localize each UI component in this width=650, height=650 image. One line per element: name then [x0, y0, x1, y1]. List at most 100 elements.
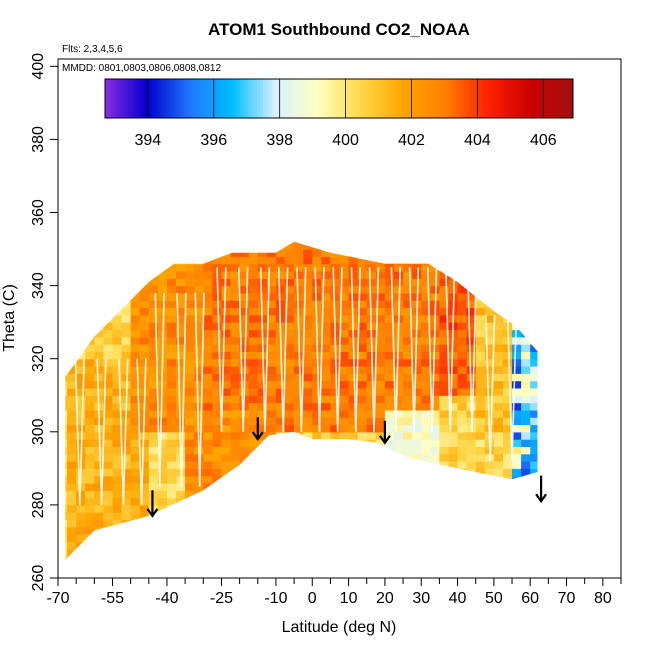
field-cell [85, 373, 95, 382]
field-cell [230, 300, 241, 309]
x-tick-label: 60 [521, 590, 539, 607]
field-cell [357, 271, 368, 279]
field-cell [457, 395, 468, 404]
field-cell [194, 271, 204, 279]
field-cell [239, 446, 250, 455]
field-cell [448, 424, 459, 433]
field-cell [139, 344, 150, 352]
y-tick-label: 260 [30, 565, 47, 592]
field-cell [185, 431, 195, 440]
field-cell [285, 271, 295, 279]
field-cell [157, 497, 168, 506]
field-cell [330, 263, 341, 272]
field-cell [130, 292, 141, 301]
field-cell [394, 358, 404, 367]
field-cell [230, 424, 241, 433]
field-cell [185, 285, 195, 294]
colorbar-swatch [529, 79, 533, 118]
field-cell [94, 475, 104, 484]
field-cell [521, 344, 531, 352]
flight-track [408, 267, 420, 432]
field-cell [194, 292, 204, 301]
field-cell [521, 402, 531, 411]
field-cell [375, 424, 386, 433]
field-cell [285, 344, 295, 352]
field-cell [521, 358, 531, 367]
field-cell [375, 329, 386, 338]
field-cell [294, 256, 304, 265]
field-cell [357, 351, 368, 360]
colorbar-swatch [224, 79, 229, 118]
field-cell [67, 453, 77, 462]
field-cell [475, 322, 486, 331]
field-cell [185, 278, 195, 287]
field-cell [76, 358, 86, 367]
y-axis-label: Theta (C) [1, 284, 18, 352]
field-cell [475, 424, 486, 433]
field-cell [221, 351, 232, 360]
field-cell [185, 373, 195, 382]
colorbar-swatch [555, 79, 559, 118]
field-cell [339, 417, 350, 426]
field-cell [312, 402, 322, 411]
field-cell [167, 329, 177, 338]
field-cell [457, 300, 468, 309]
field-cell [384, 322, 395, 331]
field-cell [112, 446, 123, 455]
field-cell [67, 446, 77, 455]
field-cell [257, 409, 268, 418]
field-cell [403, 271, 413, 279]
field-cell [221, 336, 232, 345]
field-cell [148, 402, 159, 411]
field-cell [257, 431, 268, 440]
field-cell [230, 292, 241, 301]
colorbar-swatch [359, 79, 363, 118]
field-cell [275, 263, 286, 272]
field-cell [130, 424, 141, 433]
field-cell [230, 249, 241, 257]
field-cell [112, 497, 123, 506]
field-cell [294, 424, 304, 433]
field-cell [484, 307, 495, 316]
y-tick-label: 380 [30, 126, 47, 153]
field-cell [430, 387, 440, 396]
field-cell [512, 402, 522, 411]
y-tick-label: 360 [30, 199, 47, 226]
x-tick-label: 20 [376, 590, 394, 607]
field-cell [412, 366, 422, 374]
field-cell [185, 483, 195, 491]
field-cell [203, 292, 213, 301]
field-cell [285, 358, 295, 367]
field-cell [257, 249, 268, 257]
field-cell [421, 300, 431, 309]
field-cell [130, 395, 141, 404]
field-cell [221, 453, 232, 462]
colorbar-swatch [505, 79, 510, 118]
field-cell [148, 292, 159, 301]
field-cell [466, 344, 477, 352]
field-cell [339, 292, 350, 301]
field-cell [112, 409, 123, 418]
field-cell [394, 424, 404, 433]
field-cell [221, 358, 232, 367]
field-cell [384, 409, 395, 418]
field-cell [457, 446, 468, 455]
field-cell [112, 402, 123, 411]
field-cell [248, 285, 259, 294]
colorbar-swatch [400, 79, 404, 118]
field-cell [312, 417, 322, 426]
flight-track [278, 267, 289, 432]
field-cell [394, 366, 404, 374]
field-cell [85, 475, 95, 484]
field-cell [221, 439, 232, 447]
field-cell [85, 439, 95, 447]
field-cell [421, 380, 431, 389]
field-cell [203, 461, 213, 469]
field-cell [412, 373, 422, 382]
field-cell [530, 344, 538, 352]
flight-track [485, 314, 496, 462]
field-cell [484, 366, 495, 374]
field-cell [203, 300, 213, 309]
field-cell [76, 395, 86, 404]
field-cell [412, 439, 422, 447]
